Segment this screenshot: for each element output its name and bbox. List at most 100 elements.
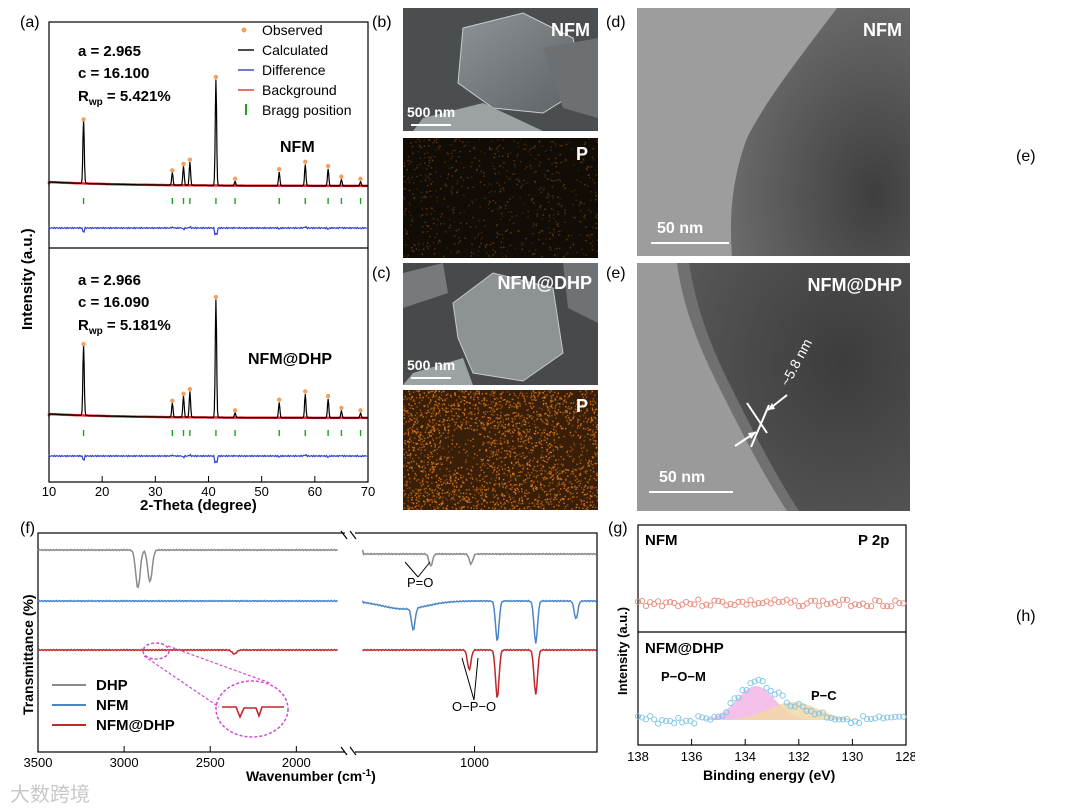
eds-dot — [589, 475, 592, 477]
eds-dot — [465, 423, 467, 425]
eds-dot — [593, 487, 595, 489]
eds-dot — [564, 221, 566, 223]
eds-dot — [521, 212, 524, 214]
eds-dot — [530, 508, 532, 510]
eds-dot — [559, 499, 562, 501]
eds-dot — [431, 489, 433, 491]
eds-dot — [512, 222, 515, 225]
eds-dot — [586, 481, 588, 483]
xps-tick-label: 134 — [734, 749, 756, 764]
eds-dot — [521, 499, 524, 501]
eds-dot — [501, 233, 503, 236]
eds-dot — [428, 145, 430, 147]
eds-dot — [509, 474, 512, 476]
eds-dot — [434, 236, 437, 239]
eds-dot — [594, 402, 597, 404]
eds-dot — [579, 474, 582, 476]
eds-dot — [570, 446, 572, 448]
eds-dot — [495, 451, 497, 453]
eds-dot — [404, 410, 407, 412]
eds-dot — [553, 410, 556, 412]
eds-dot — [480, 508, 482, 510]
eds-dot — [562, 413, 564, 415]
eds-dot — [473, 147, 475, 149]
eds-dot — [434, 488, 437, 491]
eds-dot — [532, 482, 535, 484]
eds-dot — [450, 394, 452, 397]
eds-dot — [579, 390, 582, 393]
eds-dot — [507, 466, 510, 469]
eds-dot — [502, 418, 504, 421]
eds-dot — [436, 200, 438, 203]
eds-dot — [408, 397, 410, 399]
eds-dot — [424, 471, 426, 473]
sem-dhp-scalebar — [411, 377, 451, 379]
eds-dot — [450, 478, 452, 480]
eds-dot — [497, 407, 499, 410]
eds-dot — [499, 440, 502, 442]
eds-dot — [553, 180, 556, 182]
eds-dot — [466, 401, 468, 404]
xps-bottom-points — [634, 676, 907, 727]
eds-dot — [534, 145, 536, 147]
eds-dot — [512, 505, 514, 507]
eds-dot — [488, 191, 490, 194]
eds-dot — [589, 236, 591, 239]
eds-dot — [504, 450, 506, 452]
eds-dot — [412, 250, 415, 253]
eds-dot — [593, 411, 595, 413]
eds-dot — [415, 418, 418, 420]
eds-dot — [531, 417, 533, 420]
eds-dot — [457, 472, 459, 475]
eds-dot — [589, 490, 591, 493]
eds-dot — [460, 401, 462, 403]
eds-dot — [564, 395, 566, 397]
eds-dot — [505, 403, 507, 405]
eds-dot — [470, 413, 473, 416]
eds-dot — [440, 394, 443, 396]
eds-dot — [491, 441, 493, 444]
eds-dot — [448, 474, 451, 476]
eds-dot — [423, 461, 425, 463]
eds-dot — [512, 412, 514, 414]
eds-dot — [569, 431, 572, 434]
eds-dot — [501, 424, 503, 426]
eds-dot — [435, 390, 437, 392]
eds-dot — [418, 390, 421, 392]
eds-dot — [567, 475, 569, 477]
eds-noise-dhp — [403, 390, 598, 510]
eds-dot — [583, 405, 586, 407]
eds-dot — [428, 432, 431, 434]
eds-dot — [463, 497, 465, 499]
eds-dot — [583, 500, 585, 502]
eds-dot — [556, 395, 558, 398]
eds-dot — [589, 428, 592, 431]
eds-dot — [406, 178, 409, 181]
eds-dot — [433, 471, 435, 473]
eds-dot — [486, 243, 488, 246]
eds-dot — [504, 502, 506, 505]
eds-dot — [528, 464, 531, 466]
eds-dot — [569, 433, 571, 436]
eds-dot — [483, 505, 486, 507]
eds-dot — [484, 397, 486, 400]
eds-dot — [438, 411, 440, 413]
eds-dot — [585, 390, 587, 392]
eds-dot — [406, 487, 409, 490]
eds-dot — [557, 448, 559, 450]
eds-dot — [517, 440, 519, 443]
eds-dot — [578, 485, 581, 487]
eds-dot — [498, 457, 500, 459]
eds-dot — [560, 153, 562, 156]
eds-dot — [558, 234, 560, 236]
eds-dot — [556, 257, 558, 258]
eds-dot — [570, 435, 573, 437]
eds-dot — [465, 443, 467, 445]
eds-dot — [564, 209, 566, 211]
eds-dot — [596, 451, 598, 454]
eds-dot — [499, 165, 501, 167]
eds-dot — [469, 412, 471, 414]
tem-nfm-scale: 50 nm — [657, 220, 704, 237]
eds-dot — [514, 499, 516, 501]
eds-dot — [510, 479, 512, 482]
